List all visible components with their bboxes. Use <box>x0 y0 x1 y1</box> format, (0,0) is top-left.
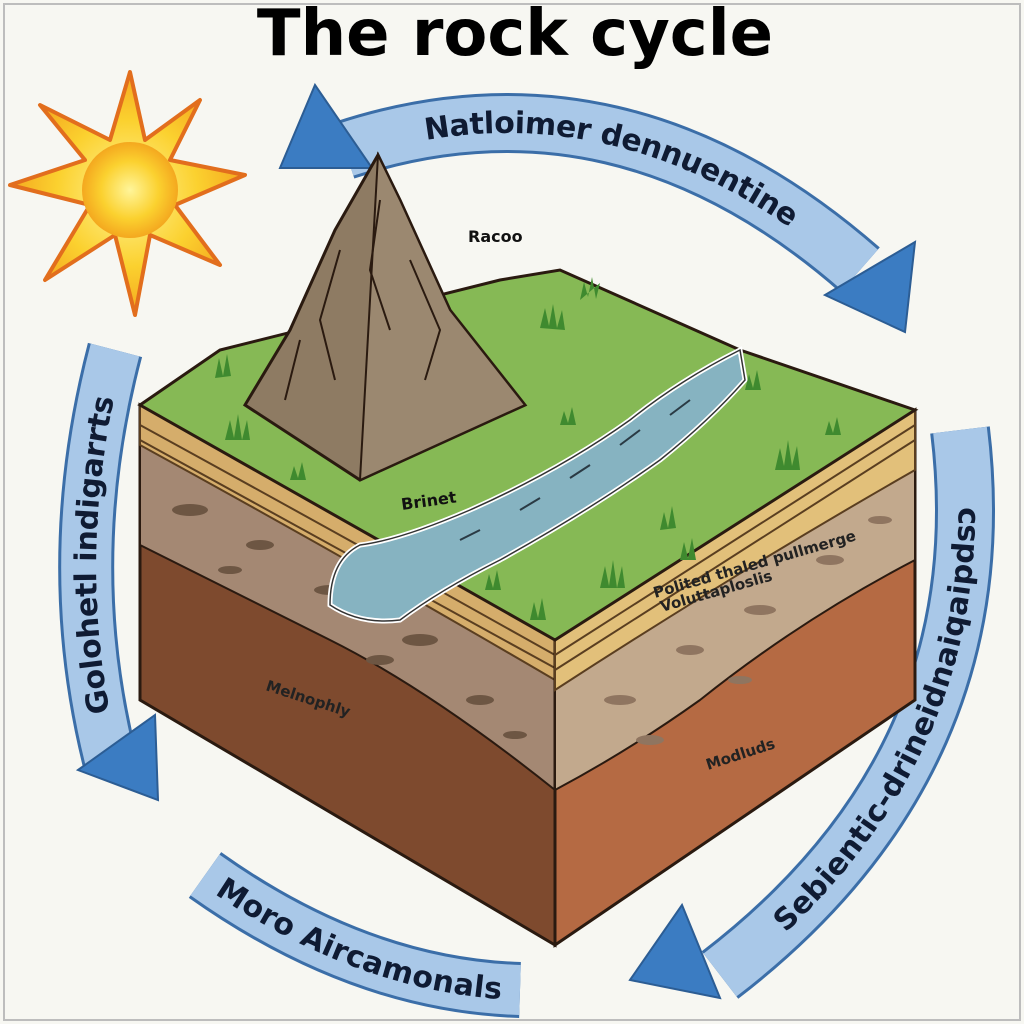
left-cycle-arrow: Golohetl indigarrts <box>58 342 160 802</box>
pebbles-right <box>604 516 892 745</box>
sediment-layer-right <box>554 408 916 692</box>
earth-block <box>137 151 919 948</box>
diagram-title: The rock cycle <box>257 0 773 71</box>
mountain-label: Racoo <box>468 227 523 246</box>
grass-tufts <box>215 277 841 620</box>
arrowhead-right <box>628 902 722 1000</box>
frame-border <box>3 3 1021 1021</box>
arrowhead-top-left <box>278 82 374 169</box>
sun-icon <box>8 70 247 317</box>
mountain <box>242 151 528 482</box>
arrowhead-left <box>75 713 160 802</box>
pebbles-left <box>172 504 527 739</box>
arrowhead-top-right <box>822 240 917 334</box>
